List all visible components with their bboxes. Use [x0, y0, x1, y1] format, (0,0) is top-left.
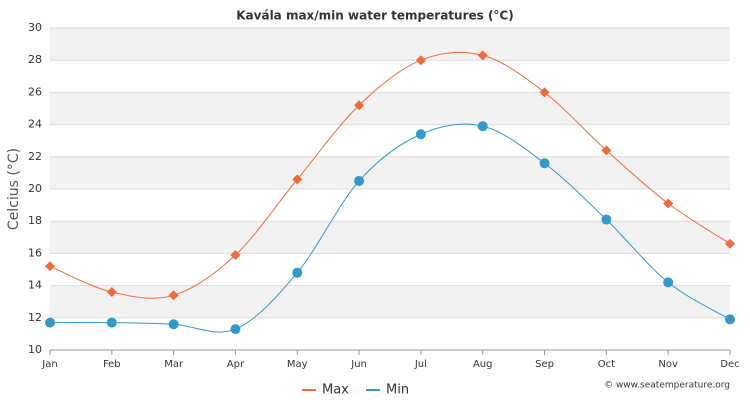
marker	[725, 314, 735, 325]
marker	[601, 145, 612, 156]
marker	[292, 267, 303, 278]
grid-band	[50, 221, 730, 254]
marker	[663, 277, 674, 288]
marker	[354, 175, 365, 186]
grid-band	[50, 28, 730, 61]
marker	[539, 87, 550, 98]
marker	[601, 214, 612, 225]
marker	[415, 55, 426, 66]
y-tick-label: 20	[28, 182, 42, 195]
marker	[106, 287, 117, 298]
y-tick-label: 18	[28, 214, 42, 227]
marker	[45, 317, 55, 328]
marker	[415, 129, 426, 140]
y-axis-title: Celcius (°C)	[6, 148, 22, 230]
marker	[539, 158, 550, 169]
grid-band	[50, 156, 730, 189]
x-tick-label: Jun	[350, 359, 367, 370]
chart-title: Kavála max/min water temperatures (°C)	[236, 9, 513, 23]
legend-label: Min	[386, 383, 409, 398]
marker	[725, 238, 735, 249]
y-tick-label: 14	[28, 279, 42, 292]
x-tick-label: Oct	[598, 359, 615, 370]
x-tick-label: Jan	[41, 359, 57, 370]
marker	[354, 100, 365, 111]
marker	[477, 50, 488, 61]
x-tick-label: Sep	[535, 359, 554, 370]
grid-band	[50, 92, 730, 125]
x-tick-label: Nov	[658, 359, 678, 370]
y-tick-label: 12	[28, 311, 42, 324]
marker	[168, 319, 179, 330]
credit: © www.seatemperature.org	[604, 381, 730, 391]
marker	[45, 261, 55, 272]
marker	[168, 290, 179, 301]
plot-background	[50, 28, 730, 318]
x-tick-label: Apr	[227, 359, 245, 370]
y-tick-label: 10	[28, 343, 42, 356]
y-tick-label: 26	[28, 85, 42, 98]
x-tick-label: Jul	[414, 359, 427, 370]
x-tick-label: May	[287, 359, 308, 370]
x-tick-label: Mar	[164, 359, 184, 370]
marker	[230, 250, 241, 261]
x-tick-label: Feb	[103, 359, 121, 370]
x-tick-label: Dec	[720, 359, 739, 370]
x-tick-label: Aug	[473, 359, 493, 370]
marker	[106, 317, 117, 328]
grid-band	[50, 285, 730, 318]
marker	[663, 198, 674, 209]
marker	[477, 121, 488, 132]
y-tick-label: 30	[28, 21, 42, 34]
marker	[292, 174, 303, 185]
y-tick-label: 16	[28, 246, 42, 259]
legend-label: Max	[322, 383, 349, 398]
y-tick-label: 22	[28, 150, 42, 163]
marker	[230, 324, 241, 335]
y-tick-label: 24	[28, 118, 42, 131]
y-tick-label: 28	[28, 53, 42, 66]
